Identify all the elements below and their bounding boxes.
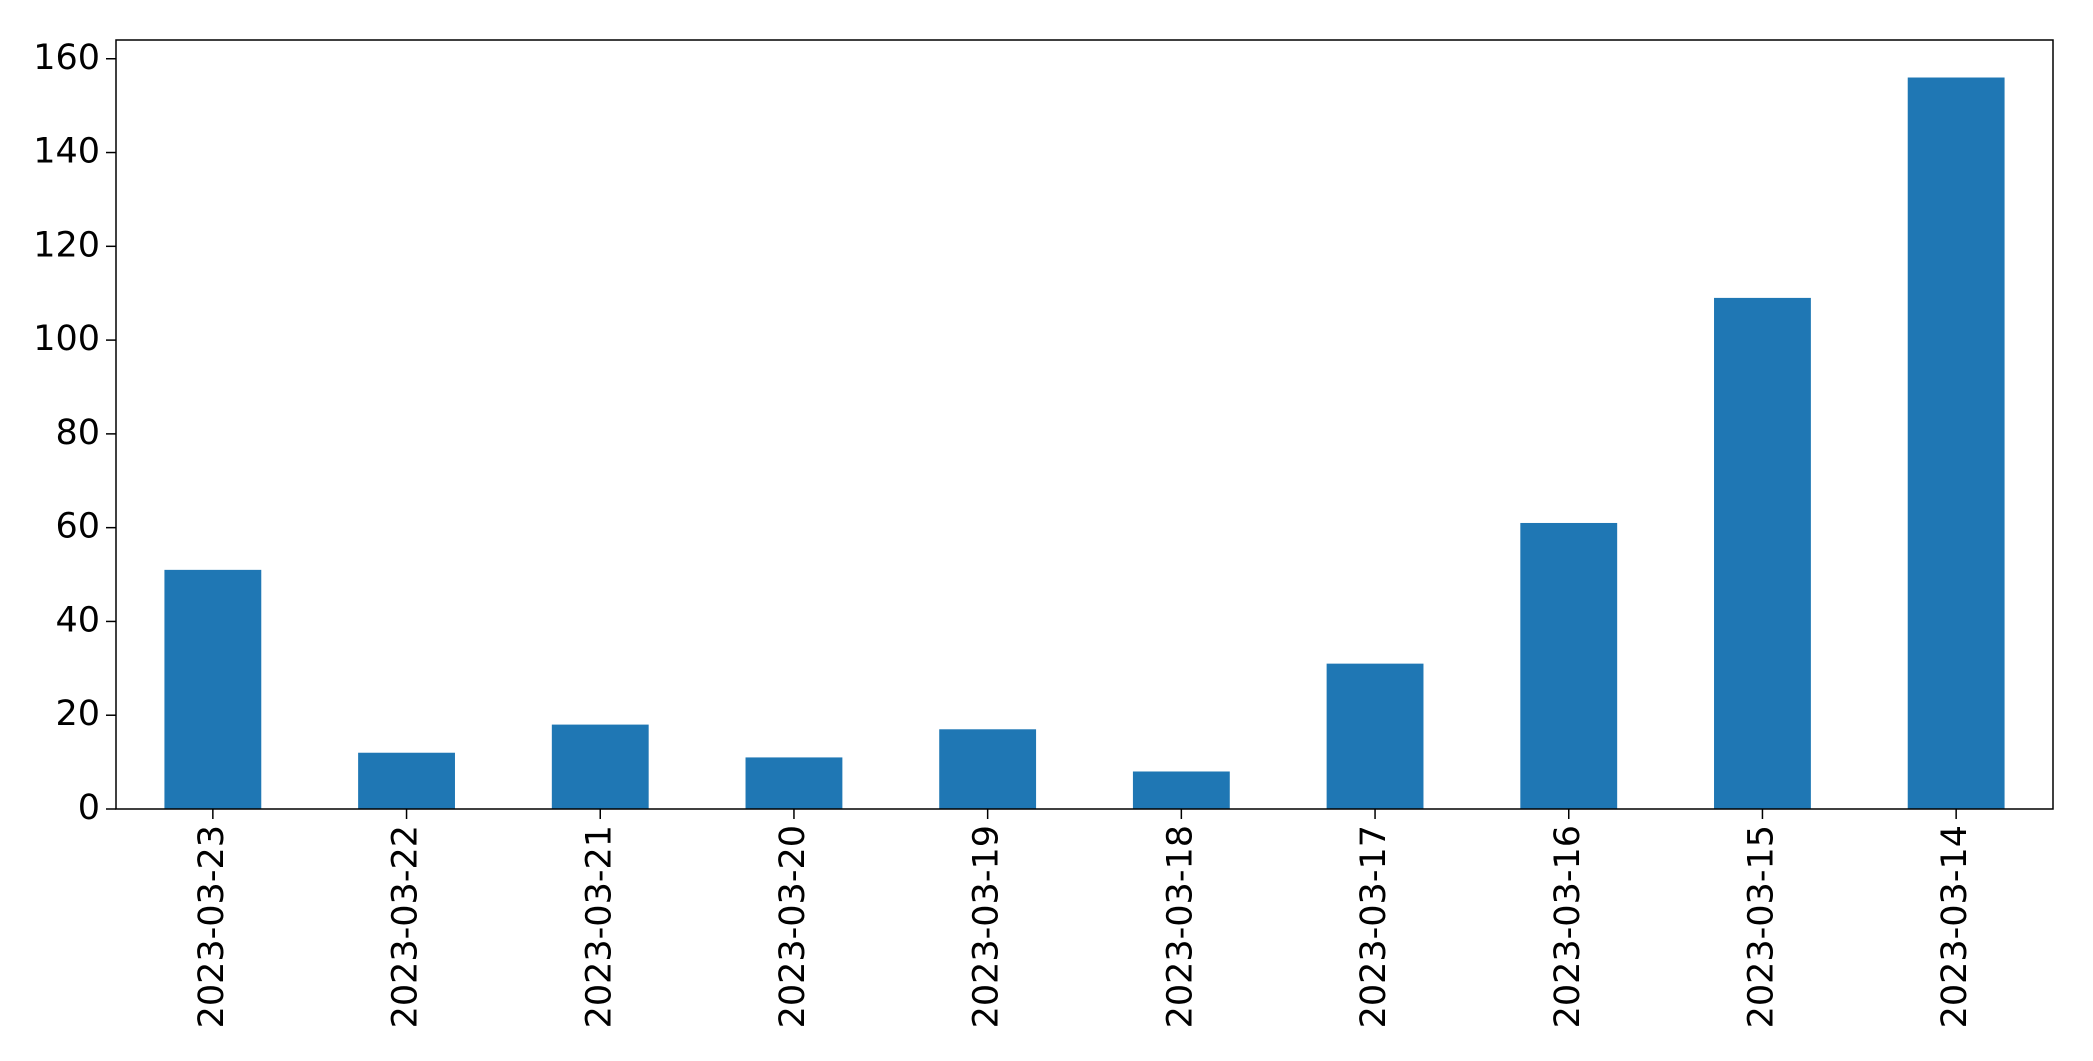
y-tick-label: 40 [55,600,100,640]
bar [551,724,649,809]
x-tick-label: 2023-03-20 [773,825,813,1028]
bar [745,757,843,809]
y-tick-label: 120 [33,225,100,265]
y-tick-label: 140 [33,132,100,172]
x-tick-label: 2023-03-14 [1935,825,1975,1028]
x-tick-label: 2023-03-16 [1548,825,1588,1028]
y-tick-label: 20 [55,694,100,734]
bar [1326,663,1424,809]
x-tick-label: 2023-03-22 [386,825,426,1028]
x-tick-label: 2023-03-19 [967,825,1007,1028]
y-tick-label: 100 [33,319,100,359]
x-tick-label: 2023-03-23 [192,825,232,1028]
bar [939,729,1037,809]
bar [1907,77,2005,809]
y-tick-label: 80 [55,413,100,453]
bar [164,569,262,809]
x-tick-label: 2023-03-21 [579,825,619,1028]
y-tick-label: 60 [55,507,100,547]
y-tick-label: 160 [33,38,100,78]
bar [1520,522,1618,809]
x-tick-label: 2023-03-15 [1741,825,1781,1028]
y-tick-label: 0 [78,788,100,828]
x-tick-label: 2023-03-17 [1354,825,1394,1028]
plot-frame [115,39,2054,810]
bar [1714,297,1811,809]
bar [358,752,455,809]
x-tick-label: 2023-03-18 [1160,825,1200,1028]
bar [1132,771,1230,809]
